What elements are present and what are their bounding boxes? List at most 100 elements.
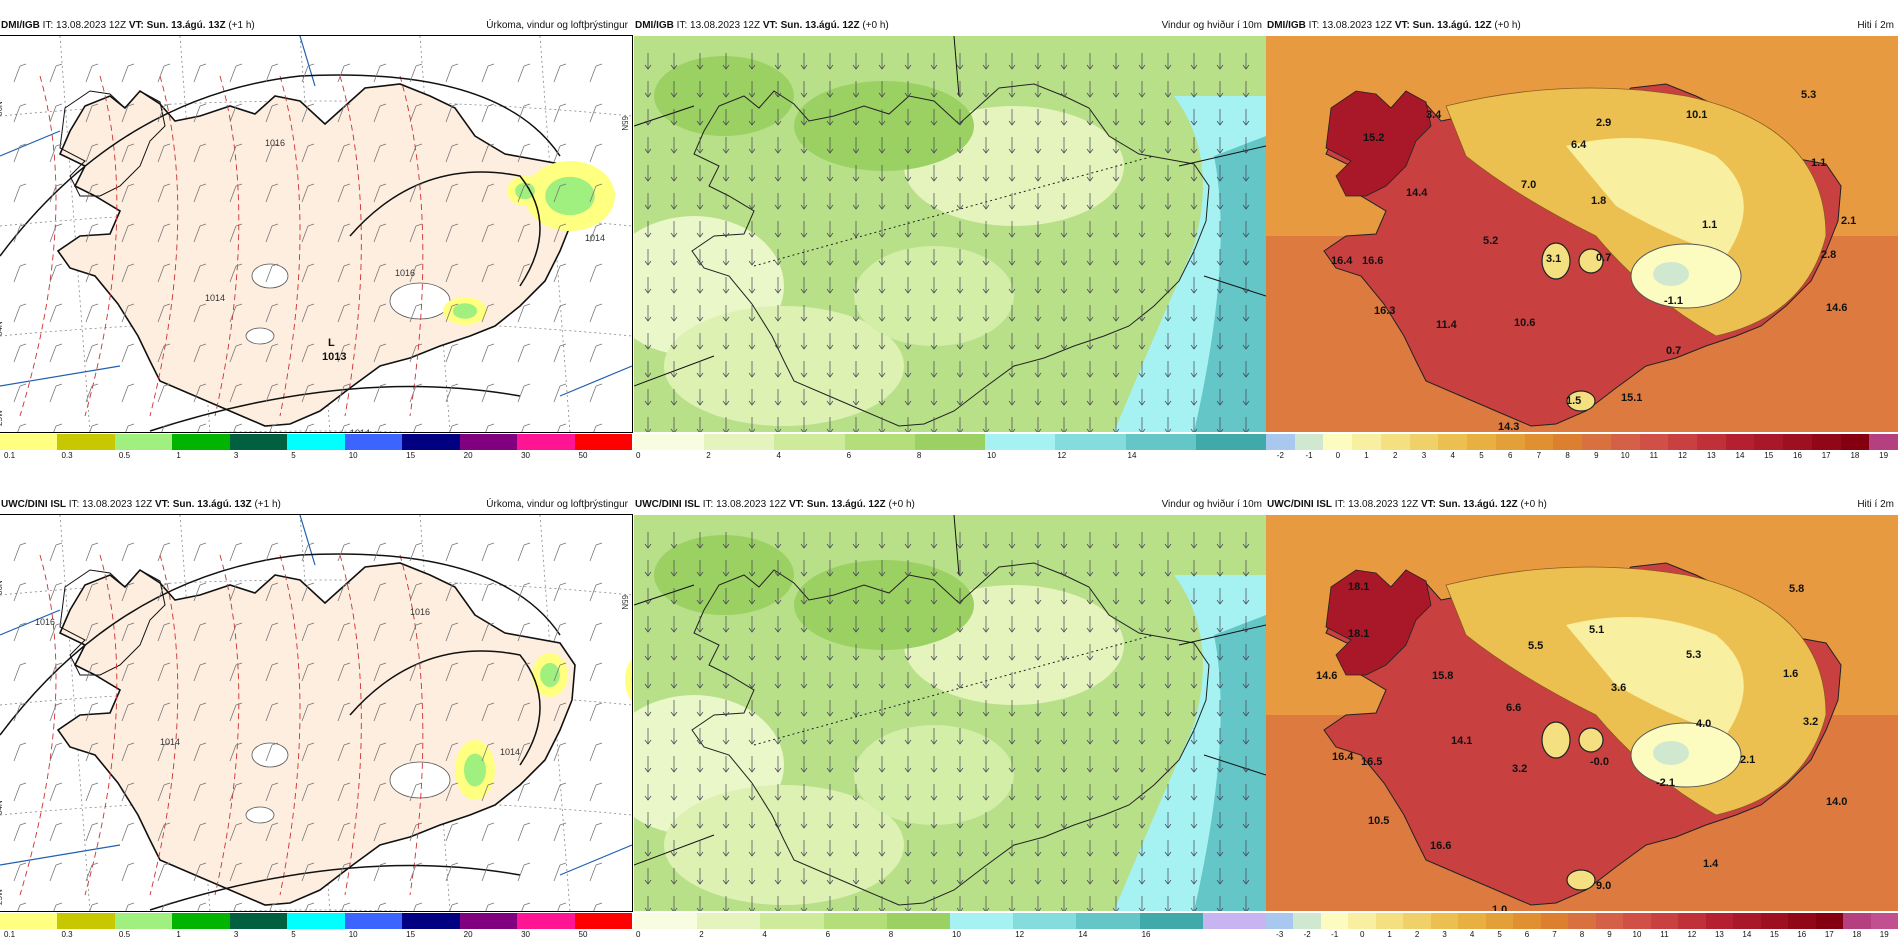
wind-arrow: [1138, 840, 1146, 857]
wind-barb: [337, 143, 351, 163]
wind-barb: [517, 263, 531, 283]
wind-arrow: [748, 193, 756, 210]
wind-arrow: [1164, 896, 1172, 911]
wind-arrow: [1138, 221, 1146, 238]
wind-arrow: [1112, 165, 1120, 182]
wind-arrow: [878, 221, 886, 238]
wind-arrow: [878, 532, 886, 549]
wind-barb: [301, 143, 315, 163]
valid-label: VT:: [154, 499, 170, 510]
wind-arrow: [1112, 109, 1120, 126]
wind-arrow: [1008, 896, 1016, 911]
colorbar-tick-label: 0.1: [4, 451, 16, 460]
wind-arrow: [1034, 81, 1042, 98]
wind-arrow: [1242, 644, 1250, 661]
isotherm: [214, 75, 240, 417]
map-temperature: 3.4 10.1 5.3 15.2 2.9 6.4 1.1 7.0 1.8 2.1 14.4 1.1 5…: [1266, 36, 1898, 432]
wind-arrow: [800, 81, 808, 98]
colorbar-tick-label: 2: [706, 451, 711, 460]
wind-arrow: [696, 305, 704, 322]
colorbar-tick-label: 0: [1335, 451, 1341, 460]
colorbar-swatch: [634, 913, 698, 929]
colorbar-swatch: [574, 913, 632, 929]
valid-time: Sun. 13.ágú. 13Z: [172, 499, 252, 510]
temperature-value: 16.4: [1331, 255, 1353, 267]
wind-arrow: [1112, 588, 1120, 605]
wind-arrow: [1138, 644, 1146, 661]
colorbar-swatch: [1843, 913, 1871, 929]
product-name: Úrkoma, vindur og loftþrýstingur: [486, 20, 628, 31]
wind-arrow: [670, 53, 678, 70]
valid-label: VT:: [762, 20, 778, 31]
wind-arrow: [1242, 249, 1250, 266]
wind-barb: [337, 223, 351, 243]
wind-barb: [409, 143, 423, 163]
wind-arrow: [774, 644, 782, 661]
colorbar-tick-label: 8: [888, 930, 894, 939]
wind-barb: [157, 862, 171, 882]
temperature-value: 0.7: [1666, 345, 1681, 357]
wind-arrow: [1164, 644, 1172, 661]
colorbar-tick-label: 5: [1479, 451, 1484, 460]
temperature-value: 6.6: [1506, 702, 1521, 714]
colorbar-tick-label: 6: [1524, 930, 1530, 939]
wind-speed-area: [794, 560, 974, 650]
colorbar-tick-label: 15: [1769, 930, 1779, 939]
wind-arrow: [1112, 700, 1120, 717]
region-boundary: [753, 155, 1155, 267]
wind-arrow: [982, 277, 990, 294]
colorbar-tick-label: 11: [1660, 930, 1669, 939]
wind-barb: [13, 782, 27, 802]
wind-arrow: [1138, 277, 1146, 294]
wind-arrow: [1112, 221, 1120, 238]
wind-arrow: [1242, 896, 1250, 911]
wind-barb: [409, 702, 423, 722]
wind-barb: [301, 223, 315, 243]
temperature-value: 1.5: [1566, 395, 1581, 407]
wind-arrow: [826, 221, 834, 238]
wind-barb: [85, 223, 99, 243]
wind-arrow: [878, 868, 886, 885]
sector-line: [634, 105, 695, 127]
wind-arrow: [904, 249, 912, 266]
wind-arrow: [1086, 389, 1094, 406]
wind-arrow: [1008, 81, 1016, 98]
wind-arrow: [1034, 417, 1042, 432]
wind-arrow: [852, 277, 860, 294]
colorbar: [1266, 434, 1899, 450]
colorbar-tick-label: 13: [1714, 930, 1724, 939]
wind-arrow: [1190, 784, 1198, 801]
graticule-label: 65N: [620, 116, 629, 131]
wind-arrow: [1008, 109, 1016, 126]
wind-arrow: [1034, 700, 1042, 717]
wind-arrow: [1190, 700, 1198, 717]
isobar: [349, 171, 541, 287]
isobar-label: 1016: [265, 138, 285, 148]
wind-barb: [445, 782, 459, 802]
wind-barb: [445, 63, 459, 83]
temperature-value: 14.1: [1451, 735, 1472, 747]
wind-barb: [53, 423, 63, 432]
wind-arrow: [1138, 417, 1146, 432]
wind-barb: [229, 622, 243, 642]
colorbar-swatch: [1678, 913, 1706, 929]
wind-barb: [121, 742, 135, 762]
wind-arrow: [826, 784, 834, 801]
colorbar-swatch: [1294, 434, 1324, 450]
product-name: Úrkoma, vindur og loftþrýstingur: [486, 499, 628, 510]
wind-barb: [85, 103, 99, 123]
wind-arrow: [826, 53, 834, 70]
sector-line: [559, 365, 632, 397]
wind-arrow: [1034, 389, 1042, 406]
wind-arrow: [1008, 756, 1016, 773]
wind-arrow: [644, 756, 652, 773]
isotherm: [279, 554, 301, 896]
wind-arrow: [696, 896, 704, 911]
wind-arrow: [1060, 389, 1068, 406]
colorbar-swatch: [1403, 913, 1431, 929]
wind-arrow: [1008, 389, 1016, 406]
colorbar-tick-label: 6: [825, 930, 831, 939]
wind-barb: [229, 103, 243, 123]
wind-arrow: [1138, 588, 1146, 605]
wind-arrow: [904, 333, 912, 350]
